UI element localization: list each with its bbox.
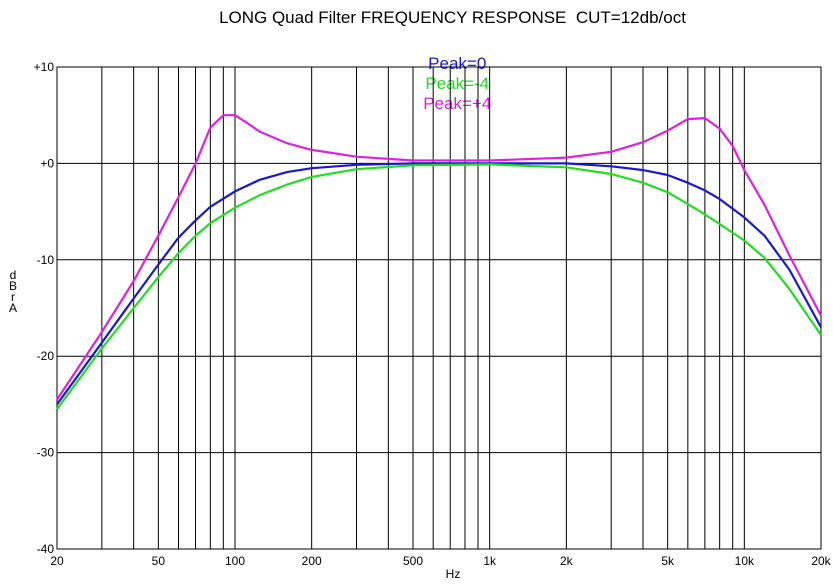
- chart-title: LONG Quad Filter FREQUENCY RESPONSE CUT=…: [219, 8, 686, 27]
- series-line-0: [56, 162, 822, 406]
- series-line-2: [56, 114, 822, 401]
- x-tick-label: 20: [50, 554, 64, 568]
- series-line-1: [56, 163, 822, 410]
- x-tick-label: 10k: [735, 554, 755, 568]
- y-axis-label-char: d: [9, 268, 17, 282]
- x-tick-label: 500: [403, 554, 423, 568]
- legend-entry-peak-plus-4: Peak=+4: [423, 94, 492, 113]
- legend: Peak=0 Peak=-4 Peak=+4: [0, 34, 833, 114]
- x-axis-label: Hz: [446, 567, 461, 581]
- x-tick-label: 5k: [661, 554, 675, 568]
- y-axis-label-char: B: [8, 279, 17, 293]
- y-tick-label: -40: [37, 542, 55, 556]
- x-tick-label: 2k: [560, 554, 574, 568]
- x-tick-label: 50: [152, 554, 166, 568]
- y-tick-label: +0: [40, 156, 54, 170]
- x-tick-label: 200: [302, 554, 322, 568]
- x-tick-label: 100: [225, 554, 245, 568]
- x-grid: [101, 67, 745, 549]
- y-axis-label: d B r A: [7, 268, 19, 315]
- legend-entry-peak-0: Peak=0: [428, 54, 487, 73]
- y-tick-labels: +10 +0 -10 -20 -30 -40: [34, 60, 55, 556]
- y-tick-label: +10: [34, 60, 55, 74]
- y-axis-label-char: A: [8, 301, 17, 315]
- y-grid: [57, 66, 821, 550]
- y-tick-label: -30: [37, 446, 55, 460]
- y-tick-label: -20: [37, 349, 55, 363]
- x-tick-label: 1k: [483, 554, 497, 568]
- x-tick-labels: 20 50 100 200 500 1k 2k 5k 10k 20k: [50, 554, 831, 568]
- x-tick-label: 20k: [811, 554, 831, 568]
- legend-entry-peak-minus-4: Peak=-4: [425, 74, 490, 93]
- y-tick-label: -10: [37, 253, 55, 267]
- y-axis-label-char: r: [11, 290, 15, 304]
- curves: [56, 114, 822, 410]
- plot-frame: [56, 66, 822, 550]
